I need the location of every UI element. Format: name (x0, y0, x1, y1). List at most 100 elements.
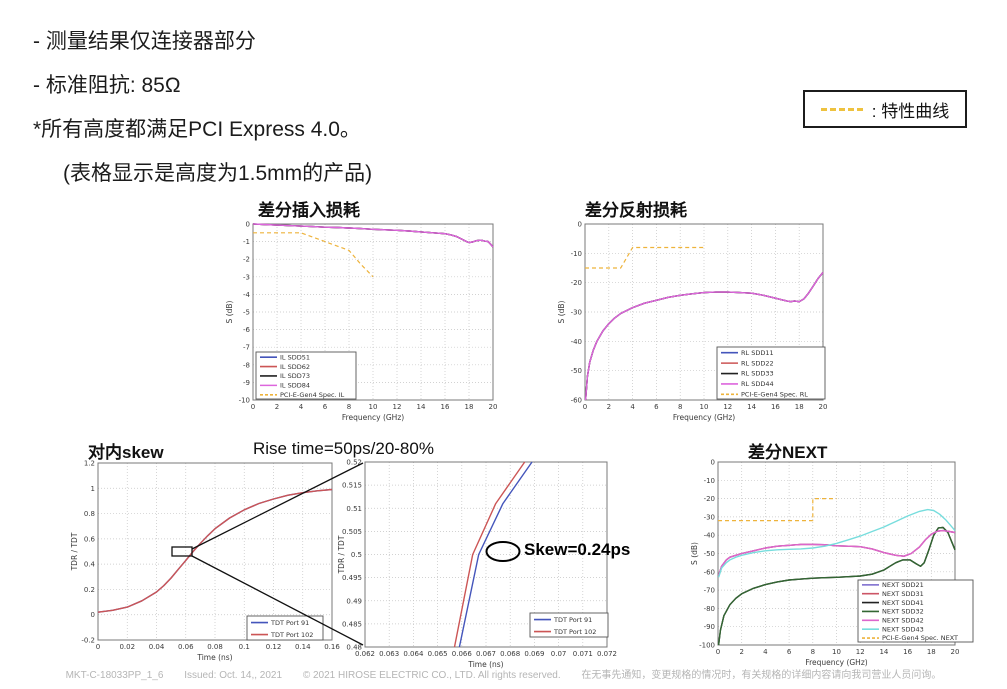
svg-text:0.066: 0.066 (452, 650, 473, 658)
svg-text:12: 12 (723, 403, 732, 411)
rise-time-label: Rise time=50ps/20-80% (253, 439, 434, 458)
return-loss-svg: 0 2 4 6 8 10 12 14 16 18 20 0 -10 -20 -30 -40 -50 -60 Freq… (557, 221, 828, 423)
svg-text:NEXT SDD43: NEXT SDD43 (882, 625, 924, 633)
svg-text:NEXT SDD41: NEXT SDD41 (882, 599, 924, 607)
svg-text:-4: -4 (243, 291, 251, 299)
svg-text:12: 12 (393, 403, 402, 411)
svg-text:-20: -20 (704, 495, 715, 503)
svg-text:RL SDD44: RL SDD44 (741, 380, 774, 388)
svg-text:Time (ns): Time (ns) (467, 660, 503, 669)
svg-text:0.068: 0.068 (500, 650, 520, 658)
svg-text:-50: -50 (704, 550, 715, 558)
svg-text:IL SDD84: IL SDD84 (280, 382, 310, 390)
svg-text:0.064: 0.064 (403, 650, 424, 658)
svg-text:4: 4 (299, 403, 304, 411)
svg-text:0.12: 0.12 (266, 643, 282, 651)
svg-text:RL SDD11: RL SDD11 (741, 349, 774, 357)
svg-text:-50: -50 (571, 367, 582, 375)
svg-text:0: 0 (251, 403, 255, 411)
svg-text:0.06: 0.06 (178, 643, 194, 651)
svg-text:0.51: 0.51 (346, 505, 362, 513)
svg-text:10: 10 (832, 648, 841, 656)
svg-text:2: 2 (607, 403, 611, 411)
next-chart: 0 2 4 6 8 10 12 14 16 18 20 0 -10 -20 -30 -40 -50 -60 -70 -… (688, 455, 988, 675)
svg-text:0.067: 0.067 (476, 650, 496, 658)
svg-text:0.07: 0.07 (551, 650, 567, 658)
svg-text:20: 20 (489, 403, 498, 411)
svg-text:20: 20 (951, 648, 960, 656)
diff-next-series-next-sdd43 (717, 508, 956, 578)
svg-text:-8: -8 (243, 361, 250, 369)
svg-text:-70: -70 (704, 587, 715, 595)
svg-text:NEXT SDD32: NEXT SDD32 (882, 608, 924, 616)
svg-text:4: 4 (630, 403, 635, 411)
insertion-loss-title: 差分插入损耗 (258, 201, 360, 220)
svg-text:IL SDD73: IL SDD73 (280, 372, 310, 380)
skew-chart: 0 0.02 0.04 0.06 0.08 0.1 0.12 0.14 0.16 1.2 1 0.8 0… (60, 455, 352, 675)
svg-text:0.505: 0.505 (342, 528, 362, 536)
insertion-loss-svg: 0 2 4 6 8 10 12 14 16 18 20 0 -1 -2 -3 -4 -5 -6 -7 -8 -9 -10 F… (225, 221, 498, 423)
svg-text:-3: -3 (243, 273, 250, 281)
svg-text:Frequency (GHz): Frequency (GHz) (342, 413, 404, 422)
svg-text:0.062: 0.062 (355, 650, 375, 658)
svg-text:-20: -20 (571, 279, 582, 287)
svg-text:-40: -40 (571, 338, 582, 346)
skew-zoom-series-tdt-port-102 (453, 461, 526, 648)
svg-text:12: 12 (856, 648, 865, 656)
svg-text:18: 18 (795, 403, 804, 411)
note-line-2: - 标准阻抗: 85Ω (33, 74, 181, 97)
svg-text:TDT Port 91: TDT Port 91 (553, 616, 592, 624)
svg-text:16: 16 (903, 648, 912, 656)
svg-text:0.8: 0.8 (84, 510, 95, 518)
svg-text:S (dB): S (dB) (557, 300, 566, 323)
svg-text:-90: -90 (704, 623, 715, 631)
spec-curve-legend-box: : 特性曲线 (803, 90, 967, 128)
notes-block: - 测量结果仅连接器部分 - 标准阻抗: 85Ω *所有高度都满足PCI Exp… (33, 20, 372, 196)
svg-text:-100: -100 (699, 642, 715, 650)
insertion-loss-chart: 0 2 4 6 8 10 12 14 16 18 20 0 -1 -2 -3 -4 -5 -6 -7 -8 -9 -10 F… (225, 218, 517, 441)
svg-text:-0.2: -0.2 (81, 637, 95, 645)
svg-text:Time (ns): Time (ns) (196, 653, 232, 662)
svg-text:6: 6 (654, 403, 659, 411)
svg-text:2: 2 (739, 648, 743, 656)
svg-text:0: 0 (96, 643, 100, 651)
svg-text:0: 0 (246, 221, 250, 229)
svg-text:-40: -40 (704, 532, 715, 540)
svg-text:0: 0 (716, 648, 720, 656)
note-line-4: (表格显示是高度为1.5mm的产品) (63, 162, 373, 185)
svg-text:6: 6 (787, 648, 792, 656)
svg-text:0.2: 0.2 (84, 586, 95, 594)
svg-text:NEXT SDD31: NEXT SDD31 (882, 590, 924, 598)
svg-text:10: 10 (369, 403, 378, 411)
svg-text:8: 8 (347, 403, 351, 411)
diff-next-series-pci-e-gen4-spec-next (718, 497, 837, 522)
svg-text:8: 8 (811, 648, 815, 656)
svg-text:20: 20 (819, 403, 828, 411)
skew-zoom-series-tdt-port-91 (458, 461, 533, 648)
spec-curve-legend-label: : 特性曲线 (871, 101, 950, 121)
svg-text:2: 2 (275, 403, 279, 411)
svg-text:-60: -60 (571, 397, 582, 405)
svg-text:-1: -1 (243, 238, 250, 246)
svg-text:16: 16 (441, 403, 450, 411)
dashed-line-swatch-icon (820, 107, 863, 111)
svg-text:Frequency (GHz): Frequency (GHz) (673, 413, 735, 422)
svg-text:1.2: 1.2 (84, 460, 95, 468)
footer-issued-date: Issued: Oct. 14,, 2021 (184, 670, 283, 681)
svg-text:0.071: 0.071 (573, 650, 593, 658)
svg-text:0.04: 0.04 (149, 643, 165, 651)
svg-text:PCI-E-Gen4 Spec. RL: PCI-E-Gen4 Spec. RL (741, 391, 808, 399)
return-loss-title: 差分反射损耗 (585, 201, 687, 220)
svg-text:-10: -10 (704, 477, 715, 485)
svg-text:IL SDD51: IL SDD51 (280, 353, 310, 361)
svg-text:14: 14 (879, 648, 888, 656)
svg-text:-60: -60 (704, 568, 715, 576)
svg-text:TDT Port 91: TDT Port 91 (270, 619, 309, 627)
footer-doc-number: MKT-C-18033PP_1_6 (65, 670, 164, 681)
svg-text:0: 0 (711, 459, 715, 467)
svg-text:0.065: 0.065 (428, 650, 448, 658)
svg-text:-6: -6 (243, 326, 251, 334)
svg-text:TDT Port 102: TDT Port 102 (553, 628, 596, 636)
svg-text:NEXT SDD42: NEXT SDD42 (882, 617, 924, 625)
